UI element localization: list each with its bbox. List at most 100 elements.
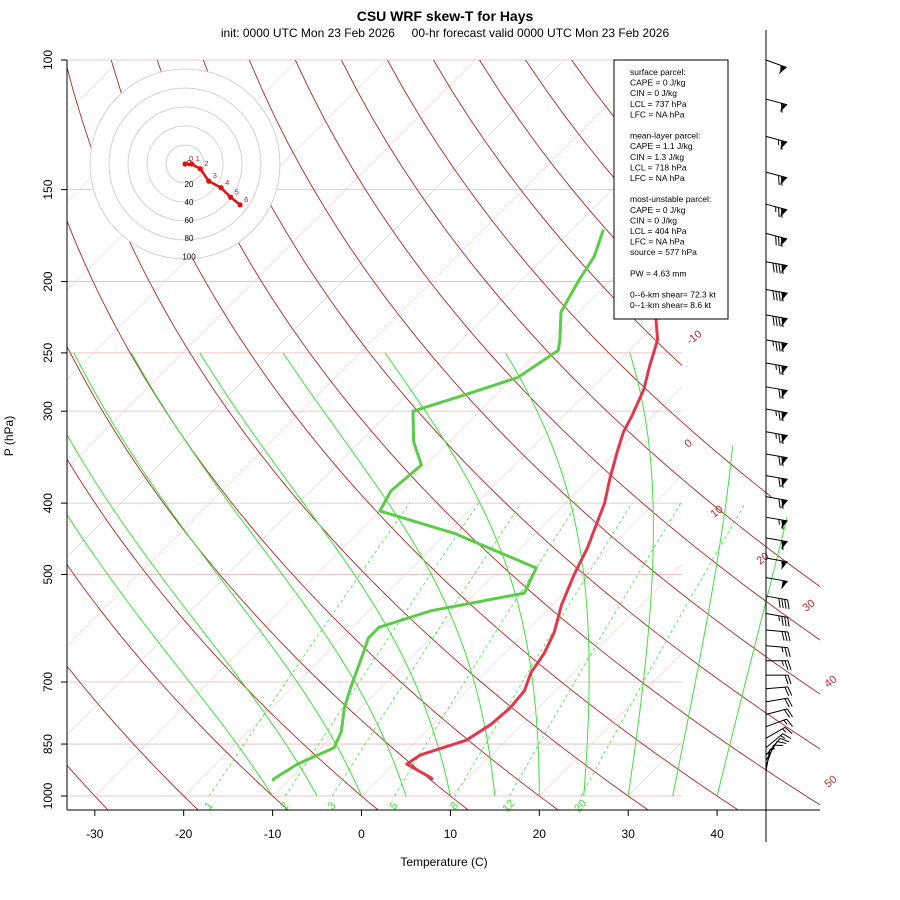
hodograph-point [228, 194, 234, 200]
stats-line: source = 577 hPa [630, 247, 697, 257]
mixing-ratio-line [331, 502, 522, 797]
y-tick-label: 200 [41, 271, 55, 291]
wind-barb [765, 475, 788, 488]
wind-barb [765, 718, 793, 728]
moist-adiabat [199, 352, 451, 797]
hodograph-ring [165, 144, 205, 184]
dry-adiabat [67, 60, 471, 810]
x-tick-label: 30 [622, 827, 636, 841]
hodograph-point-label: 0 [189, 154, 193, 163]
mixing-ratio-line [284, 502, 479, 797]
wind-barb [765, 203, 788, 218]
x-tick-label: -20 [175, 827, 193, 841]
wind-barb [765, 431, 788, 445]
hodograph-ring [146, 125, 224, 203]
wind-barb [765, 362, 788, 376]
mixing-ratio-label: 12 [500, 798, 517, 815]
y-tick-label: 500 [41, 564, 55, 584]
dry-adiabat [387, 60, 820, 810]
y-tick-label: 1000 [41, 782, 55, 809]
hodograph-point [218, 185, 224, 191]
moist-adiabat [67, 352, 318, 797]
hodograph-point-label: 1 [196, 154, 200, 163]
chart-subtitle: init: 0000 UTC Mon 23 Feb 2026 00-hr for… [221, 26, 670, 40]
temperature-profile [405, 267, 682, 781]
dry-adiabat-label: 40 [822, 673, 839, 690]
wind-barb [765, 496, 788, 509]
mixing-ratio-line [580, 502, 746, 797]
stats-line: LCL = 404 hPa [630, 226, 687, 236]
moist-adiabat [282, 352, 496, 797]
dewpoint-profile [271, 229, 605, 782]
y-tick-label: 100 [41, 50, 55, 70]
y-tick-label: 400 [41, 493, 55, 513]
dry-adiabat [248, 60, 820, 810]
stats-line: surface parcel: [630, 67, 686, 77]
stats-line: CAPE = 1.1 J/kg [630, 141, 693, 151]
y-axis-label: P (hPa) [2, 416, 16, 456]
stats-line: CAPE = 0 J/kg [630, 78, 686, 88]
isotherm-line [361, 475, 682, 797]
moist-adiabat [73, 352, 362, 797]
dry-adiabat-label: 0 [682, 437, 694, 450]
moist-adiabat [67, 352, 274, 797]
dry-adiabat-label: 30 [800, 597, 817, 614]
wind-barb [765, 98, 788, 113]
dry-adiabat [709, 60, 820, 810]
hodograph-point [189, 161, 195, 167]
x-tick-label: 10 [444, 827, 458, 841]
wind-barb [765, 645, 791, 658]
moist-adiabat [505, 352, 590, 797]
dry-adiabat-label: 50 [822, 773, 839, 790]
wind-barb [766, 674, 792, 685]
wind-barb [765, 288, 788, 302]
isotherm-line [539, 652, 682, 797]
dry-adiabat [433, 60, 820, 810]
dry-adiabat [202, 60, 820, 810]
wind-barb [765, 135, 788, 151]
moist-adiabat [384, 352, 540, 796]
wind-barb [765, 537, 788, 551]
wind-barb [765, 232, 788, 247]
mixing-ratio-line [208, 502, 410, 797]
wind-barb [765, 59, 787, 75]
dry-adiabat [294, 60, 820, 810]
y-tick-label: 700 [41, 672, 55, 692]
x-tick-label: -30 [86, 827, 104, 841]
wind-barb [765, 726, 793, 739]
hodograph-ring-label: 60 [185, 216, 194, 225]
dry-adiabat-label: -10 [684, 328, 704, 347]
stats-line: LCL = 737 hPa [630, 99, 687, 109]
mixing-ratio-line [454, 502, 633, 797]
hodograph-point [182, 161, 188, 167]
wind-barb [765, 386, 788, 400]
isotherm-line [67, 60, 476, 469]
wind-barb [765, 629, 791, 642]
stats-line: LFC = NA hPa [630, 109, 685, 119]
isotherm-line [67, 60, 209, 202]
x-tick-label: -10 [264, 827, 282, 841]
hodograph-ring [127, 106, 243, 222]
hodograph-point [197, 166, 203, 172]
wind-barb [765, 613, 790, 627]
x-tick-label: 0 [358, 827, 365, 841]
wind-barb [765, 557, 788, 570]
hodograph-ring-label: 40 [185, 198, 194, 207]
stats-line: 0--1-km shear= 8.6 kt [630, 300, 712, 310]
y-tick-label: 300 [41, 401, 55, 421]
dry-adiabat [156, 60, 820, 810]
wind-barb [765, 577, 788, 590]
stats-line: LFC = NA hPa [630, 237, 685, 247]
wind-barb [765, 516, 788, 530]
y-tick-label: 850 [41, 734, 55, 754]
hodograph-point-label: 4 [225, 178, 229, 187]
moist-adiabat [130, 352, 407, 797]
stats-line: CIN = 1.3 J/kg [630, 152, 684, 162]
wind-barb [765, 261, 788, 275]
chart-title: CSU WRF skew-T for Hays [357, 8, 534, 24]
hodograph-ring-label: 80 [185, 234, 194, 243]
hodograph-point [237, 202, 243, 208]
stats-line: CAPE = 0 J/kg [630, 205, 686, 215]
x-tick-label: 20 [533, 827, 547, 841]
